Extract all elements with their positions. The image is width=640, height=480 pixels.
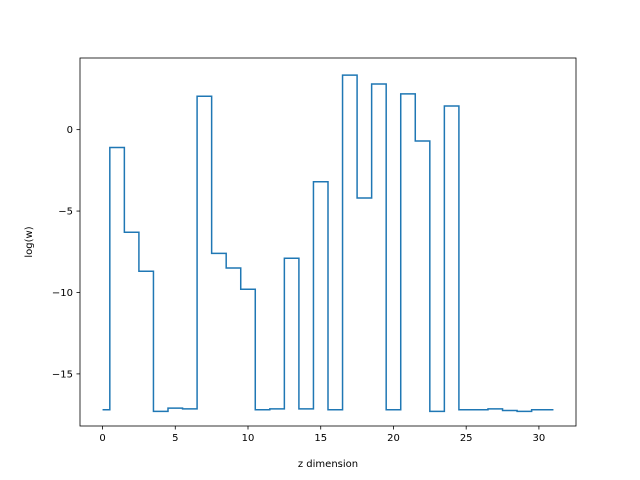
axes-frame — [79, 57, 577, 427]
x-tick-label: 20 — [387, 433, 400, 444]
x-tick-label: 30 — [533, 433, 546, 444]
y-axis-label: log(w) — [24, 226, 35, 257]
series-layer — [102, 74, 554, 413]
y-axis: −15 −10 −5 0 — [52, 125, 80, 380]
y-tick-label: −15 — [52, 369, 73, 380]
series-line-0 — [102, 74, 554, 413]
x-axis-label: z dimension — [298, 459, 358, 470]
x-tick-label: 0 — [99, 433, 105, 444]
x-tick-label: 15 — [314, 433, 327, 444]
x-tick-label: 25 — [460, 433, 473, 444]
x-tick-label: 10 — [242, 433, 255, 444]
x-axis: 0 5 10 15 20 25 30 — [99, 426, 545, 444]
y-tick-label: 0 — [67, 125, 73, 136]
x-tick-label: 5 — [172, 433, 178, 444]
y-tick-label: −5 — [58, 207, 73, 218]
y-tick-label: −10 — [52, 288, 73, 299]
